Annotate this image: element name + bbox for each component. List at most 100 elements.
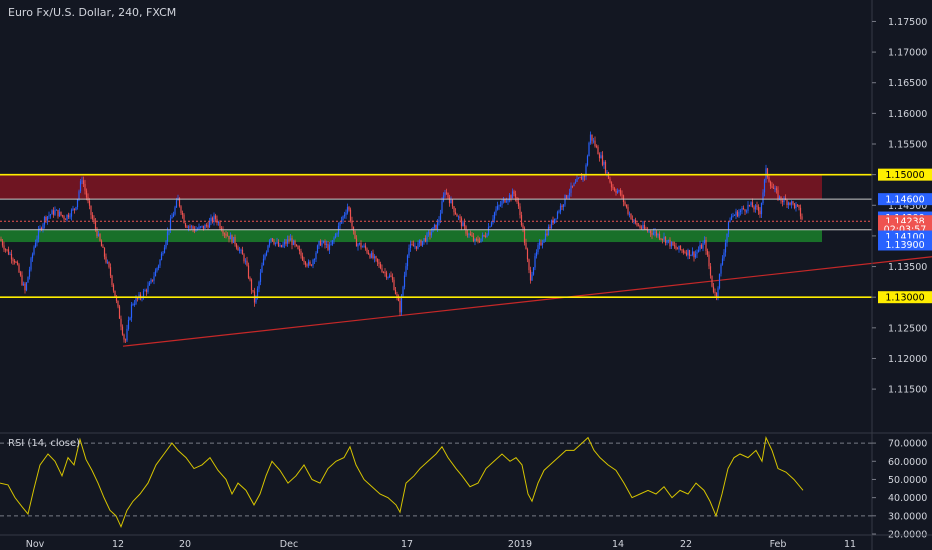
candle-body [289,238,292,241]
candle-body [366,248,368,253]
candle-body [597,146,599,155]
rsi-title: RSI (14, close) [8,438,81,449]
candle-body [51,210,53,215]
candle-body [67,214,70,218]
candle-body [627,207,629,214]
time-tick-label: 11 [844,539,856,550]
candle-body [475,239,478,240]
candle-body [750,202,752,206]
candle-body [738,212,740,217]
candle-body [207,225,209,228]
candle-body [628,213,631,215]
rsi-tick-label: 60.0000 [888,457,927,468]
candle-body [217,222,220,224]
candle-body [540,242,542,245]
candle-body [625,204,628,208]
candle-body [690,254,692,256]
candle-body [621,194,623,196]
candle-body [783,197,785,203]
candle-body [273,241,275,244]
candle-body [331,240,334,245]
candle-body [429,232,431,236]
time-tick-label: 20 [179,539,191,550]
candle-body [490,222,493,227]
price-tick-label: 1.11500 [888,385,927,396]
candle-body [94,221,97,229]
candle-body [352,226,355,231]
candle-body [460,218,463,227]
candle-body [601,155,604,165]
candle-body [45,217,47,221]
candle-body [780,196,782,201]
candle-body [700,244,703,249]
candle-body [529,270,532,281]
candle-body [84,184,86,191]
time-axis: Nov 12 20 Dec 17 2019 14 22 Feb 11 [0,534,932,550]
candle-body [172,214,175,218]
candle-body [543,240,545,243]
candle-body [775,188,778,191]
candle-body [531,274,533,281]
candle-body [673,245,676,247]
candle-body [103,247,106,257]
candle-body [561,205,563,207]
candle-body [517,201,520,207]
candle-body [663,236,665,240]
candle-body [280,245,283,247]
candle-body [150,279,152,283]
candle-body [715,292,718,297]
candle-body [252,290,254,292]
price-badge-label: 02:03:57 [884,225,927,236]
candle-body [189,226,191,228]
candle-body [406,255,409,267]
candle-body [342,216,344,221]
candle-body [744,209,746,212]
candle-body [442,195,445,202]
candle-body [748,204,751,206]
candle-body [399,300,401,313]
candle-body [501,201,503,205]
candle-body [262,258,265,266]
candle-body [496,205,499,210]
candle-body [28,269,31,277]
candle-body [235,244,238,248]
candle-body [565,195,568,199]
candle-body [271,238,274,242]
candle-body [594,140,596,147]
candle-body [384,271,386,273]
candle-body [57,209,59,217]
rsi-tick-label: 70.0000 [888,439,927,450]
candle-body [559,205,562,212]
candle-body [187,226,190,228]
candle-body [717,288,719,297]
candle-body [270,238,272,241]
candle-body [396,293,398,297]
candle-body [505,201,508,203]
candle-body [333,237,335,241]
candle-body [520,215,523,226]
candle-body [52,210,55,215]
candle-body [330,244,332,246]
candle-body [171,217,173,219]
candle-body [522,225,524,229]
candle-body [441,201,443,214]
candle-body [789,202,791,205]
candle-body [213,215,215,222]
candle-body [367,252,370,255]
candle-body [234,236,236,245]
candle-body [148,282,151,286]
price-badge-label: 1.13900 [885,240,924,251]
candle-body [381,268,383,272]
candle-body [264,255,266,259]
candle-body [541,242,544,245]
candle-body [48,215,50,217]
candle-body [376,258,379,263]
candle-body [40,227,43,230]
candle-body [393,279,395,290]
candle-body [325,244,328,246]
candle-body [346,207,349,213]
candle-body [516,197,518,202]
price-tick-label: 1.16000 [888,109,927,120]
candle-body [451,199,454,207]
